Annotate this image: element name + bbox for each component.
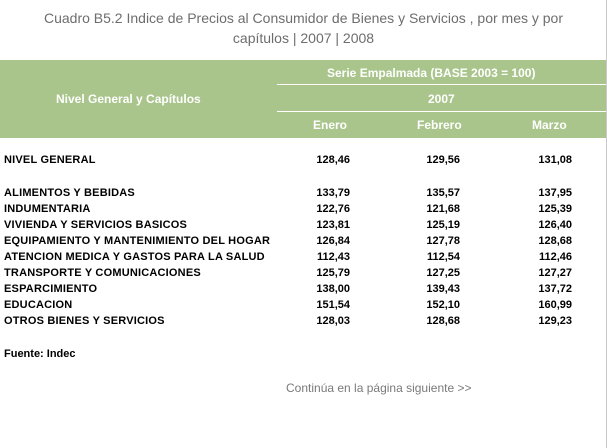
value-febrero: 139,43 bbox=[426, 283, 460, 295]
value-enero: 138,00 bbox=[316, 283, 350, 295]
row-label: EDUCACION bbox=[4, 299, 73, 311]
value-febrero: 112,54 bbox=[426, 251, 460, 263]
value-febrero: 127,25 bbox=[426, 267, 460, 279]
value-enero: 112,43 bbox=[316, 251, 350, 263]
table-row: ESPARCIMIENTO 138,00 139,43 137,72 bbox=[0, 283, 607, 299]
value-enero: 128,03 bbox=[316, 315, 350, 327]
value-marzo: 129,23 bbox=[538, 315, 572, 327]
value-marzo: 112,46 bbox=[538, 251, 572, 263]
value-marzo: 127,27 bbox=[538, 267, 572, 279]
row-label: OTROS BIENES Y SERVICIOS bbox=[4, 315, 165, 327]
table-header: Nivel General y Capítulos Serie Empalmad… bbox=[0, 60, 607, 138]
header-divider-2 bbox=[277, 111, 607, 112]
row-label: EQUIPAMIENTO Y MANTENIMIENTO DEL HOGAR bbox=[4, 235, 271, 247]
table-title-line2: capítulos | 2007 | 2008 bbox=[232, 30, 375, 46]
table-row: TRANSPORTE Y COMUNICACIONES 125,79 127,2… bbox=[0, 267, 607, 283]
table-title: Cuadro B5.2 Indice de Precios al Consumi… bbox=[0, 8, 607, 48]
value-febrero: 128,68 bbox=[426, 315, 460, 327]
value-enero: 151,54 bbox=[316, 299, 350, 311]
value-enero: 123,81 bbox=[316, 219, 350, 231]
month-header-enero: Enero bbox=[313, 118, 348, 132]
table-row: VIVIENDA Y SERVICIOS BASICOS 123,81 125,… bbox=[0, 219, 607, 235]
row-label: NIVEL GENERAL bbox=[4, 154, 96, 166]
continue-link[interactable]: Continúa en la página siguiente >> bbox=[286, 381, 472, 395]
value-enero: 122,76 bbox=[316, 203, 350, 215]
value-febrero: 127,78 bbox=[426, 235, 460, 247]
row-label-header: Nivel General y Capítulos bbox=[56, 92, 201, 106]
value-marzo: 126,40 bbox=[538, 219, 572, 231]
row-label: INDUMENTARIA bbox=[4, 203, 91, 215]
table-row: EQUIPAMIENTO Y MANTENIMIENTO DEL HOGAR 1… bbox=[0, 235, 607, 251]
row-label: VIVIENDA Y SERVICIOS BASICOS bbox=[4, 219, 188, 231]
table-row: ATENCION MEDICA Y GASTOS PARA LA SALUD 1… bbox=[0, 251, 607, 267]
series-header: Serie Empalmada (BASE 2003 = 100) bbox=[327, 66, 536, 80]
row-label: ESPARCIMIENTO bbox=[4, 283, 98, 295]
table-row: NIVEL GENERAL 128,46 129,56 131,08 bbox=[0, 154, 607, 170]
table-title-line1: Cuadro B5.2 Indice de Precios al Consumi… bbox=[43, 10, 564, 26]
month-header-febrero: Febrero bbox=[417, 118, 462, 132]
source-note: Fuente: Indec bbox=[4, 348, 76, 360]
table-row: INDUMENTARIA 122,76 121,68 125,39 bbox=[0, 203, 607, 219]
value-marzo: 125,39 bbox=[538, 203, 572, 215]
year-header: 2007 bbox=[428, 92, 455, 106]
row-label: ALIMENTOS Y BEBIDAS bbox=[4, 187, 135, 199]
table-row: ALIMENTOS Y BEBIDAS 133,79 135,57 137,95 bbox=[0, 187, 607, 203]
value-febrero: 135,57 bbox=[426, 187, 460, 199]
value-enero: 133,79 bbox=[316, 187, 350, 199]
value-marzo: 160,99 bbox=[538, 299, 572, 311]
value-enero: 125,79 bbox=[316, 267, 350, 279]
value-febrero: 125,19 bbox=[426, 219, 460, 231]
table-row: OTROS BIENES Y SERVICIOS 128,03 128,68 1… bbox=[0, 315, 607, 331]
value-enero: 126,84 bbox=[316, 235, 350, 247]
table-row: EDUCACION 151,54 152,10 160,99 bbox=[0, 299, 607, 315]
value-marzo: 128,68 bbox=[538, 235, 572, 247]
value-febrero: 152,10 bbox=[426, 299, 460, 311]
value-marzo: 137,72 bbox=[538, 283, 572, 295]
row-label: ATENCION MEDICA Y GASTOS PARA LA SALUD bbox=[4, 251, 265, 263]
value-febrero: 129,56 bbox=[426, 154, 460, 166]
value-marzo: 137,95 bbox=[538, 187, 572, 199]
value-febrero: 121,68 bbox=[426, 203, 460, 215]
month-header-marzo: Marzo bbox=[532, 118, 567, 132]
value-marzo: 131,08 bbox=[538, 154, 572, 166]
header-divider-1 bbox=[277, 84, 607, 85]
row-label: TRANSPORTE Y COMUNICACIONES bbox=[4, 267, 201, 279]
value-enero: 128,46 bbox=[316, 154, 350, 166]
